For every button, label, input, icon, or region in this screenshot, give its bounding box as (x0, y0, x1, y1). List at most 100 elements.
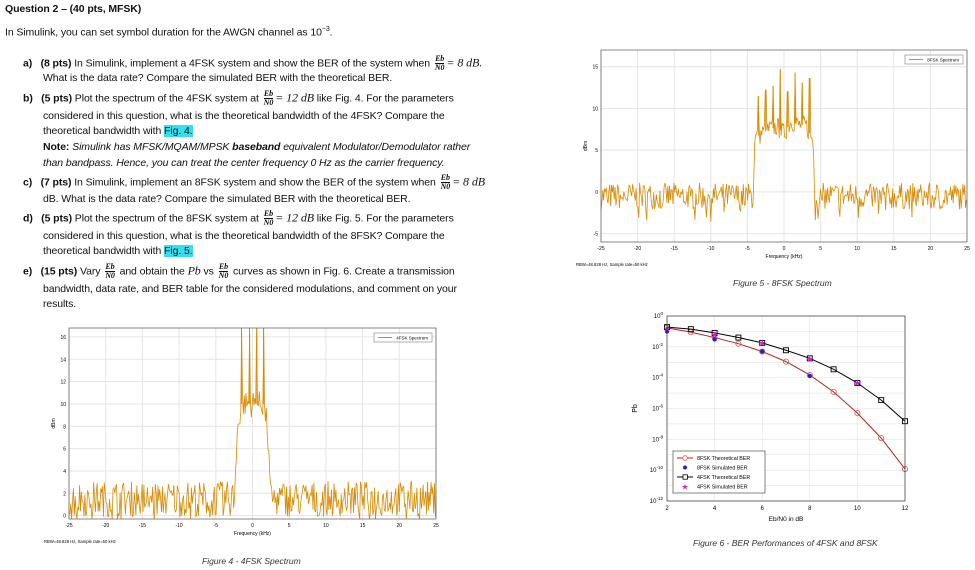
math: = 8 dB (452, 174, 485, 189)
data-point: ★ (711, 330, 719, 340)
part-label: a) (23, 57, 33, 70)
plot-frame (68, 327, 437, 520)
legend-marker (683, 465, 687, 470)
math: = 12 dB (275, 90, 314, 105)
y-tick-label: 10-2 (652, 342, 663, 351)
data-point (711, 329, 718, 336)
part-b-line2: considered in this question, what is the… (43, 110, 445, 122)
data-point (830, 366, 837, 373)
part-e: e) (15 pts) Vary Eb N0 and obtain the Pb … (23, 263, 455, 280)
legend-marker (682, 455, 688, 461)
x-tick-label: -25 (597, 246, 604, 252)
n0: N0 (263, 98, 274, 107)
data-point (782, 358, 789, 365)
eb: Eb (263, 209, 274, 219)
y-tick-label: 10 (592, 106, 598, 112)
data-point (760, 349, 765, 354)
y-tick-label: 6 (63, 447, 66, 453)
figure-6-chart: 2 4 6 8 10 12 100 10-2 10-4 10-6 10-8 10-10 10-12 ★ ★ ★… (632, 311, 909, 523)
legend-label: 4FSK Theoretical BER (697, 475, 750, 481)
x-tick-label: -20 (634, 246, 641, 252)
x-tick-label: 10 (854, 506, 861, 512)
part-e-line2: bandwidth, data rate, and BER table for … (43, 283, 457, 295)
part-text: Vary (77, 265, 104, 278)
y-tick-label: 0 (595, 190, 598, 196)
points: (5 pts) (41, 92, 72, 105)
part-text: vs (200, 265, 217, 278)
data-point: ★ (806, 354, 814, 364)
part-text: like Fig. 5. For the parameters (313, 212, 454, 225)
y-tick-label: 14 (60, 357, 66, 363)
legend-label: 4FSK Spectrum (396, 336, 428, 341)
n0: N0 (434, 63, 445, 72)
question-title: Question 2 – (40 pts, MFSK) (5, 3, 142, 15)
points: (7 pts) (40, 176, 72, 189)
part-a: a) (8 pts) In Simulink, implement a 4FSK… (23, 55, 482, 72)
points: (15 pts) (40, 265, 78, 278)
x-tick-label: 25 (964, 246, 970, 252)
spectrum-series (600, 69, 967, 222)
figure-4-caption: Figure 4 - 4FSK Spectrum (202, 556, 301, 566)
figure-5-chart: -25 -20 -15 -10 -5 0 5 10 15 20 25 -5 0 5 10 15 8FSK Spe… (576, 49, 970, 267)
data-point (807, 373, 812, 379)
ber-curve (666, 326, 906, 422)
part-b: b) (5 pts) Plot the spectrum of the 4FSK… (23, 90, 454, 107)
x-tick-label: -10 (707, 246, 714, 252)
x-tick-label: 15 (360, 523, 366, 529)
x-tick-label: 10 (854, 246, 860, 252)
figure-reference: Fig. 5. (164, 245, 193, 257)
y-tick-label: 2 (63, 491, 66, 497)
x-tick-label: 2 (665, 506, 669, 512)
n0: N0 (105, 271, 115, 280)
x-tick-label: -20 (102, 523, 109, 529)
y-tick-label: 10-12 (650, 496, 664, 505)
x-tick-label: -15 (139, 523, 146, 529)
eb: Eb (434, 54, 445, 64)
intro-text: In Simulink, you can set symbol duration… (5, 26, 322, 39)
note-bold: baseband (232, 141, 281, 153)
data-point (806, 355, 813, 362)
data-point (830, 388, 837, 395)
data-point: ★ (758, 338, 766, 348)
x-axis-label: Frequency (kHz) (234, 531, 271, 537)
x-tick-label: -5 (745, 246, 750, 252)
y-tick-label: 10-4 (652, 373, 663, 382)
y-tick-label: 10 (60, 402, 66, 408)
plot-frame (600, 49, 968, 243)
figure-reference: Fig. 4. (164, 125, 193, 137)
x-tick-label: -25 (65, 523, 72, 529)
data-point (854, 380, 861, 386)
n0: N0 (440, 182, 451, 191)
data-point (712, 337, 717, 342)
spectrum-line (600, 69, 967, 222)
eb: Eb (105, 262, 115, 272)
x-tick-label: 12 (902, 506, 909, 512)
x-tick-label: 20 (928, 246, 934, 252)
n0: N0 (263, 218, 274, 227)
part-e-line3: results. (43, 298, 77, 310)
eb-n0-fraction: Eb N0 (263, 89, 274, 107)
eb-n0-fraction: Eb N0 (434, 54, 445, 72)
legend-label: 8FSK Spectrum (927, 58, 959, 63)
eb-n0-fraction: Eb N0 (218, 262, 229, 280)
part-text: and obtain the (116, 265, 188, 278)
part-c: c) (7 pts) In Simulink, implement an 8FS… (23, 174, 485, 191)
x-tick-label: 20 (397, 523, 403, 529)
eb: Eb (218, 262, 229, 272)
x-axis-label: Frequency (kHz) (766, 254, 803, 260)
y-tick-label: 10-8 (652, 434, 663, 443)
rbw-footer: RBW=48.828 Hz, Sample rate=50 kHz (44, 539, 116, 544)
note-text: equivalent Modulator/Demodulator rather (280, 141, 471, 153)
math: = 8 dB. (446, 55, 483, 70)
part-d-line3: theoretical bandwidth with Fig. 5. (43, 245, 193, 257)
n0: N0 (218, 271, 229, 280)
part-d-line2: considered in this question, what is the… (43, 230, 445, 242)
part-text: like Fig. 4. For the parameters (313, 92, 454, 105)
note-text: Simulink has MFSK/MQAM/MPSK (69, 141, 233, 153)
points: (5 pts) (41, 212, 72, 225)
pb: Pb (187, 263, 201, 278)
figure-5-caption: Figure 5 - 8FSK Spectrum (733, 278, 832, 288)
legend-label: 8FSK Simulated BER (697, 466, 748, 472)
legend-box (904, 54, 964, 65)
eb: Eb (263, 89, 274, 99)
